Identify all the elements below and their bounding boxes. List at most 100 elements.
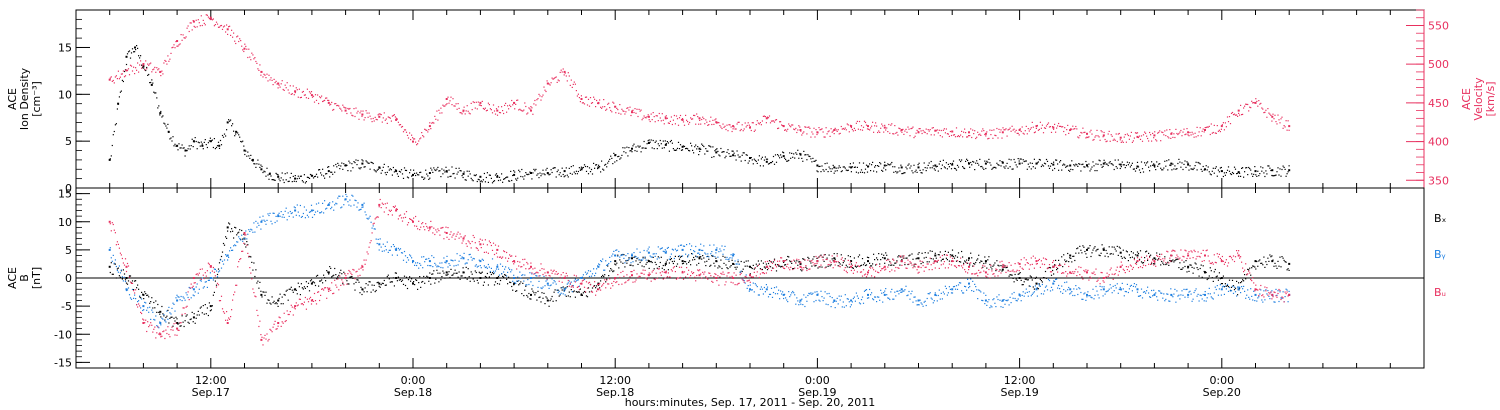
density-series-dot: [197, 141, 199, 143]
b-series-by-dot: [151, 309, 153, 311]
density-series-dot: [1160, 167, 1162, 169]
density-series-dot: [1060, 160, 1062, 162]
density-series-point: [378, 166, 381, 169]
b-series-bx-dot: [1038, 283, 1040, 285]
density-series-dot: [838, 165, 840, 167]
density-series-dot: [255, 166, 257, 168]
b-series-bx-dot: [1043, 277, 1046, 279]
density-series-dot: [350, 170, 352, 172]
b-series-bx-dot: [813, 256, 815, 258]
b-series-bx-dot: [496, 283, 499, 285]
density-series-dot: [1049, 165, 1052, 167]
velocity-series-dot: [217, 26, 220, 28]
velocity-series-dot: [126, 69, 129, 72]
b-series-by-dot: [793, 292, 795, 294]
b-series-bx-dot: [676, 263, 679, 265]
b-series-bx-dot: [148, 296, 150, 298]
b-series-bx-dot: [1062, 266, 1064, 268]
b-series-bx-dot: [1064, 259, 1066, 261]
density-series-dot: [781, 156, 783, 158]
density-series-dot: [837, 167, 839, 169]
b-series-bx-dot: [272, 302, 274, 304]
b-series-bx-dot: [279, 293, 281, 295]
b-series-bx-dot: [995, 270, 997, 272]
b-series-bx-dot: [452, 274, 454, 276]
b-series-by-dot: [213, 268, 215, 270]
velocity-series-dot: [937, 132, 939, 134]
density-series-dot: [420, 171, 422, 173]
density-series-dot: [385, 174, 387, 176]
density-series-dot: [186, 150, 188, 152]
b-series-by-dot: [254, 231, 256, 233]
b-series-by-dot: [283, 216, 285, 218]
b-series-by-dot: [823, 297, 825, 299]
b-series-bx-dot: [920, 263, 922, 265]
density-series-dot: [989, 162, 991, 164]
b-series-bx-dot: [404, 284, 407, 287]
velocity-series-dot: [571, 86, 573, 88]
b-series-bx-dot: [999, 269, 1001, 271]
velocity-series-dot: [1126, 133, 1128, 135]
b-series-bx-dot: [488, 276, 490, 278]
b-series-by-dot: [251, 229, 253, 231]
velocity-series-dot: [1259, 103, 1261, 105]
velocity-series-dot: [144, 69, 146, 71]
density-series-dot: [1265, 170, 1267, 172]
density-series-dot: [681, 149, 684, 151]
velocity-series-dot: [1118, 132, 1120, 135]
b-series-by-dot: [904, 289, 906, 291]
b-series-bx-dot: [1260, 262, 1262, 264]
b-series-by-dot: [868, 297, 870, 299]
density-series-dot: [805, 154, 807, 156]
density-series-dot: [995, 167, 997, 169]
density-series-dot: [371, 162, 373, 164]
density-series-dot: [656, 148, 658, 150]
b-series-bx-dot: [900, 256, 902, 258]
density-series-dot: [1251, 173, 1253, 175]
velocity-series-dot: [1253, 102, 1255, 104]
b-series-bx-dot: [783, 261, 785, 263]
b-series-by-dot: [816, 291, 818, 293]
b-series-bx-dot: [644, 257, 646, 259]
velocity-series-dot: [826, 133, 828, 135]
b-series-bx-dot: [1139, 250, 1142, 252]
density-series-dot: [163, 122, 165, 124]
density-series-dot: [496, 175, 499, 177]
velocity-series-dot: [495, 108, 498, 110]
density-series-dot: [501, 173, 503, 175]
density-series-dot: [854, 166, 856, 168]
density-series-dot: [701, 143, 703, 145]
b-series-bx-dot: [666, 259, 668, 261]
velocity-series-dot: [1212, 131, 1214, 134]
b-series-bx-dot: [245, 246, 247, 248]
b-series-bx-dot: [1065, 261, 1067, 263]
velocity-series-dot: [473, 101, 475, 104]
density-series-dot: [1256, 175, 1258, 177]
b-series-bx-dot: [1222, 275, 1224, 277]
density-series-dot: [925, 170, 927, 172]
b-series-bx-dot: [871, 265, 873, 267]
velocity-series-dot: [951, 131, 954, 133]
velocity-series-dot: [1200, 135, 1202, 137]
b-series-bx-dot: [299, 294, 301, 296]
b-series-by-dot: [1025, 288, 1027, 290]
density-series-dot: [581, 167, 583, 169]
velocity-series-dot: [703, 118, 705, 120]
density-series-dot: [1236, 173, 1238, 175]
velocity-series-dot: [1276, 123, 1278, 125]
b-series-by-dot: [1022, 291, 1024, 293]
density-series-dot: [1068, 169, 1070, 171]
velocity-series-dot: [335, 103, 337, 105]
b-series-bx-dot: [827, 265, 829, 267]
velocity-series-dot: [770, 120, 773, 122]
b-series-bx-dot: [1149, 255, 1151, 257]
velocity-series-dot: [439, 112, 441, 114]
velocity-series-dot: [1080, 131, 1082, 134]
velocity-series-dot: [377, 114, 379, 116]
velocity-series-dot: [990, 134, 992, 136]
velocity-series-dot: [609, 107, 611, 109]
b-series-by-dot: [675, 250, 678, 252]
b-series-bx-dot: [1187, 267, 1189, 269]
b-series-bx-dot: [1207, 277, 1209, 280]
velocity-series-dot: [711, 123, 713, 126]
